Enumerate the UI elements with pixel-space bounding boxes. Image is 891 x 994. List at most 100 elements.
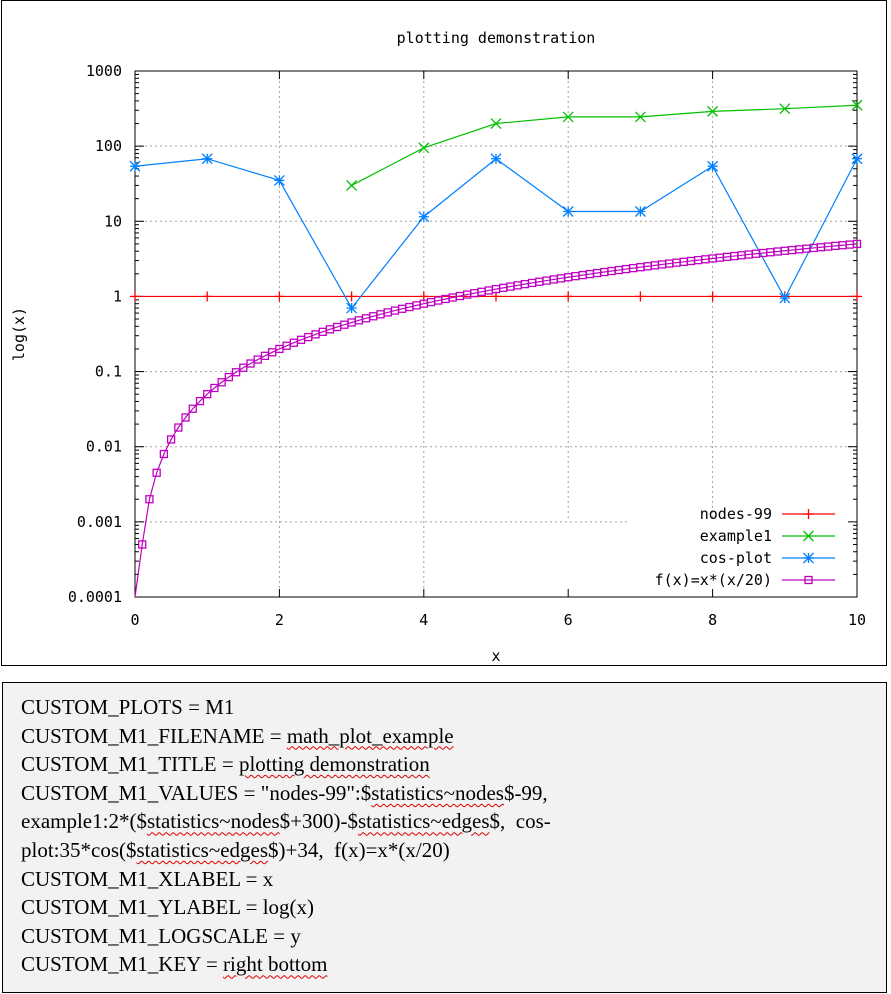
data-point bbox=[634, 111, 646, 123]
legend-label: nodes-99 bbox=[700, 505, 772, 523]
plot-border bbox=[134, 70, 858, 598]
config-text: CUSTOM_M1_TITLE = bbox=[21, 752, 239, 777]
data-point bbox=[707, 291, 718, 302]
config-text: $-99, bbox=[503, 780, 548, 805]
config-panel: CUSTOM_PLOTS = M1 CUSTOM_M1_FILENAME = ma… bbox=[2, 682, 887, 993]
series-example1 bbox=[346, 99, 863, 191]
data-point bbox=[188, 404, 197, 413]
chart-svg: plotting demonstration log(x) x 0 2 4 6 8 100… bbox=[10, 29, 866, 665]
data-point bbox=[803, 509, 814, 519]
config-text: CUSTOM_M1_KEY = bbox=[21, 952, 224, 977]
chart-title: plotting demonstration bbox=[397, 29, 596, 47]
data-point bbox=[634, 206, 646, 217]
legend: nodes-99 example1 cos-plot f(x)=x*(x/20) bbox=[655, 505, 835, 589]
y-tick-label: 0.001 bbox=[77, 513, 122, 531]
config-line: CUSTOM_M1_TITLE = plotting demonstration bbox=[21, 750, 886, 779]
data-point bbox=[138, 540, 147, 549]
data-point bbox=[851, 99, 863, 111]
config-text: $)+34, f(x)=x*(x/20) bbox=[268, 837, 450, 862]
config-text: $+300)-$ bbox=[279, 809, 358, 834]
series-cos-plot bbox=[129, 153, 863, 314]
data-point bbox=[174, 423, 183, 432]
data-point bbox=[145, 495, 154, 504]
data-point bbox=[129, 160, 141, 172]
y-tick-label: 10 bbox=[104, 212, 122, 230]
x-tick-label: 4 bbox=[419, 611, 428, 629]
chart-frame: plotting demonstration log(x) x 0 2 4 6 8 10 0… bbox=[1, 0, 887, 666]
y-tick-label: 0.1 bbox=[95, 363, 122, 381]
spellcheck-text: statistics~edges bbox=[136, 837, 269, 862]
config-text: CUSTOM_M1_XLABEL = x bbox=[21, 866, 274, 891]
config-line: CUSTOM_M1_VALUES = "nodes-99":$statistic… bbox=[21, 779, 886, 808]
config-line: CUSTOM_M1_XLABEL = x bbox=[21, 865, 886, 894]
data-point bbox=[202, 291, 213, 302]
data-point bbox=[803, 530, 814, 542]
data-point bbox=[166, 435, 176, 444]
x-tick-label: 0 bbox=[130, 611, 139, 629]
data-point bbox=[418, 142, 430, 154]
data-point bbox=[562, 206, 574, 217]
data-point bbox=[851, 153, 863, 165]
config-text: example1:2*($ bbox=[21, 809, 147, 834]
series-line bbox=[351, 104, 858, 186]
config-line: CUSTOM_M1_FILENAME = math_plot_example bbox=[21, 722, 886, 751]
data-point bbox=[195, 396, 205, 406]
data-point bbox=[346, 291, 357, 302]
data-point bbox=[635, 291, 646, 302]
data-point bbox=[852, 291, 862, 302]
config-text: CUSTOM_M1_YLABEL = log(x) bbox=[21, 895, 315, 920]
data-point bbox=[203, 390, 212, 399]
spellcheck-text: statistics~nodes bbox=[371, 780, 504, 805]
legend-label: cos-plot bbox=[700, 549, 772, 567]
config-text: plot:35*cos($ bbox=[21, 837, 137, 862]
y-axis-label: log(x) bbox=[10, 307, 28, 361]
data-point bbox=[201, 153, 213, 165]
y-tick-label: 0.01 bbox=[86, 438, 122, 456]
config-text: CUSTOM_M1_VALUES = "nodes-99":$ bbox=[21, 780, 372, 805]
spellcheck-text: plotting demonstration bbox=[238, 752, 430, 777]
config-line: CUSTOM_M1_YLABEL = log(x) bbox=[21, 893, 886, 922]
y-tick-label: 1 bbox=[113, 287, 122, 305]
spellcheck-text: statistics~edges bbox=[358, 809, 490, 834]
data-point bbox=[346, 179, 358, 191]
config-line: CUSTOM_M1_KEY = right bottom bbox=[21, 950, 886, 979]
series-f-x-x-x-20- bbox=[134, 239, 862, 598]
config-lines: CUSTOM_PLOTS = M1 CUSTOM_M1_FILENAME = ma… bbox=[21, 693, 886, 979]
spellcheck-text: statistics~nodes bbox=[146, 809, 280, 834]
x-tick-label: 6 bbox=[564, 611, 573, 629]
data-point bbox=[707, 160, 719, 172]
config-text: CUSTOM_M1_LOGSCALE = y bbox=[21, 923, 301, 948]
config-text: CUSTOM_M1_FILENAME = bbox=[21, 723, 287, 748]
spellcheck-text: right bottom bbox=[223, 952, 328, 977]
data-point bbox=[210, 383, 219, 393]
config-text: CUSTOM_PLOTS = M1 bbox=[21, 695, 235, 719]
data-point bbox=[217, 378, 226, 387]
data-point bbox=[346, 302, 358, 314]
data-point bbox=[852, 239, 862, 249]
data-point bbox=[418, 211, 430, 223]
x-tick-label: 10 bbox=[848, 611, 866, 629]
data-point bbox=[159, 449, 169, 459]
y-tick-label: 1000 bbox=[86, 62, 122, 80]
x-axis-label: x bbox=[491, 647, 500, 665]
data-point bbox=[490, 118, 502, 129]
legend-label: f(x)=x*(x/20) bbox=[655, 571, 772, 589]
x-tick-label: 2 bbox=[275, 611, 284, 629]
series-line bbox=[134, 243, 858, 598]
spellcheck-text: math_plot_example bbox=[286, 723, 454, 748]
data-point bbox=[779, 103, 791, 115]
data-point bbox=[274, 291, 285, 302]
data-point bbox=[231, 368, 241, 377]
data-point bbox=[563, 291, 574, 302]
config-line: CUSTOM_PLOTS = M1 bbox=[21, 693, 886, 722]
data-point bbox=[130, 291, 140, 302]
data-point bbox=[224, 372, 234, 382]
data-point bbox=[181, 413, 190, 422]
data-point bbox=[239, 363, 248, 372]
config-text: $, cos- bbox=[489, 809, 551, 834]
config-line: example1:2*($statistics~nodes$+300)-$sta… bbox=[21, 807, 886, 836]
data-point bbox=[562, 111, 574, 123]
data-point bbox=[490, 153, 502, 165]
legend-label: example1 bbox=[700, 527, 772, 545]
data-point bbox=[804, 575, 813, 585]
